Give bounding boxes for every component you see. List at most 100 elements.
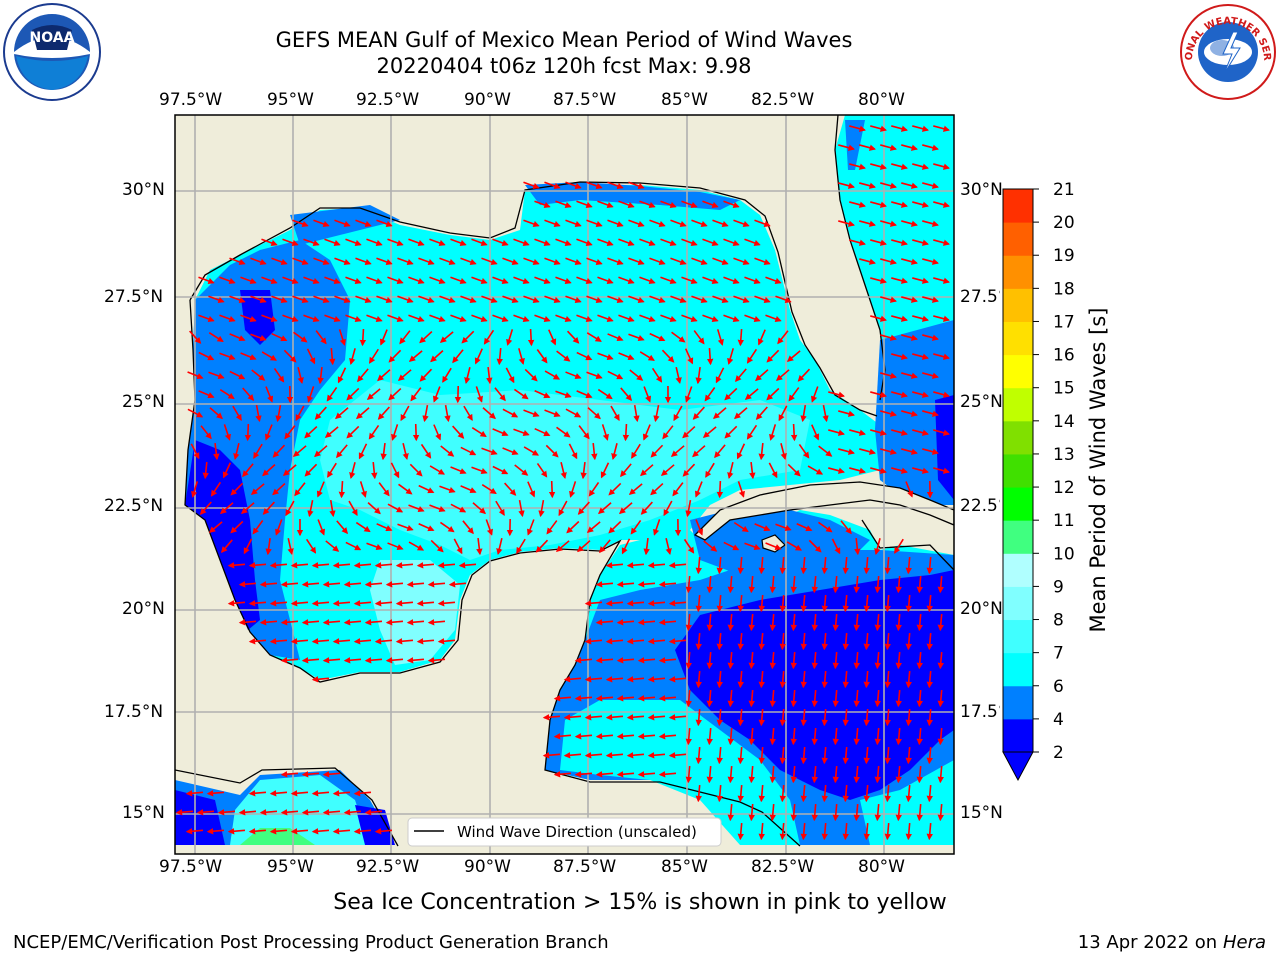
wind-arrow: [933, 429, 950, 436]
wind-arrow: [271, 295, 288, 303]
wind-arrow: [536, 462, 548, 478]
wind-arrow: [640, 501, 653, 515]
wind-arrow: [706, 347, 714, 366]
wind-arrow: [637, 733, 656, 740]
wind-arrow: [611, 443, 618, 460]
wind-arrow: [313, 295, 330, 303]
wind-arrow: [716, 746, 723, 765]
wind-arrow: [754, 219, 771, 227]
wind-arrow: [388, 349, 402, 363]
wind-arrow: [584, 600, 603, 607]
wind-arrow: [737, 328, 744, 347]
wind-arrow: [261, 351, 277, 361]
wind-arrow: [838, 144, 855, 151]
lat-label-left-3: 25°N: [122, 392, 165, 412]
wind-arrow: [800, 708, 807, 727]
wind-arrow: [859, 144, 876, 151]
wind-arrow: [922, 410, 939, 417]
wind-arrow: [926, 670, 933, 689]
wind-arrow: [327, 462, 337, 478]
wind-arrow: [880, 448, 897, 455]
wind-arrow: [584, 638, 603, 645]
wind-arrow: [842, 670, 849, 689]
wind-arrow: [359, 328, 367, 347]
wind-arrow: [800, 632, 807, 651]
wind-arrow: [727, 348, 735, 365]
wind-arrow: [605, 676, 624, 683]
colorbar-tick-label: 10: [1053, 544, 1075, 564]
wind-arrow: [790, 727, 797, 746]
wind-arrow: [584, 676, 603, 683]
wind-arrow: [376, 219, 393, 227]
wind-arrow: [496, 347, 503, 366]
wind-arrow: [790, 575, 797, 594]
wind-arrow: [324, 426, 339, 438]
wind-arrow: [292, 219, 309, 227]
wind-arrow: [586, 332, 602, 342]
wind-arrow: [912, 429, 929, 436]
wind-arrow: [880, 258, 897, 265]
colorbar-swatch: [1003, 255, 1033, 289]
wind-arrow: [891, 239, 908, 246]
wind-arrow: [863, 746, 870, 765]
wind-arrow: [377, 406, 390, 420]
colorbar-swatch: [1003, 685, 1033, 720]
wind-arrow: [842, 784, 849, 803]
wind-arrow: [406, 581, 425, 588]
atlantic-blue: [875, 320, 954, 505]
wind-arrow: [463, 405, 473, 421]
wind-arrow: [275, 404, 282, 423]
wind-arrow: [513, 388, 529, 400]
wind-arrow: [502, 295, 519, 303]
wind-arrow: [242, 387, 255, 401]
wind-arrow: [800, 404, 807, 423]
wind-arrow: [682, 425, 696, 439]
wind-arrow: [757, 329, 766, 346]
wind-arrow: [565, 257, 582, 265]
wind-arrow: [922, 220, 939, 227]
wind-arrow: [282, 314, 299, 322]
wind-arrow: [822, 404, 829, 423]
wind-arrow: [566, 330, 580, 344]
wind-arrow: [576, 314, 593, 322]
wind-arrow: [912, 201, 929, 208]
lon-label-bottom-4: 90°W: [464, 857, 511, 877]
wind-arrow: [303, 276, 320, 284]
wind-arrow: [329, 347, 336, 366]
wind-arrow: [724, 425, 738, 439]
wind-arrow: [534, 200, 551, 208]
wind-arrow: [387, 238, 404, 246]
wind-arrow: [727, 651, 734, 670]
wind-arrow: [248, 638, 267, 645]
wind-arrow: [272, 483, 286, 496]
wind-arrow: [442, 367, 452, 383]
caribbean-cyan-se: [860, 760, 954, 845]
wind-arrow: [662, 425, 674, 440]
wind-arrow: [884, 556, 891, 575]
wind-arrow: [670, 219, 687, 227]
atlantic-blue-edge: [845, 120, 865, 170]
wind-arrow: [639, 200, 656, 208]
wind-arrow: [523, 219, 540, 227]
wind-arrow: [758, 556, 765, 575]
lon-label-bottom-2: 95°W: [267, 857, 314, 877]
wind-arrow: [430, 350, 444, 363]
wind-arrow: [650, 482, 664, 496]
wind-arrow: [198, 351, 215, 361]
wind-arrow: [187, 408, 204, 418]
wind-arrow: [895, 689, 902, 708]
wind-arrow: [695, 556, 702, 575]
wind-arrow: [723, 238, 740, 246]
wind-arrow: [737, 594, 744, 613]
wind-arrow: [450, 314, 467, 322]
wind-arrow: [294, 482, 306, 497]
wind-arrow: [912, 277, 929, 284]
sea-ice-note: Sea Ice Concentration > 15% is shown in …: [333, 890, 947, 915]
wind-arrow: [458, 562, 477, 569]
wind-arrow: [658, 695, 677, 702]
lat-label-left-4: 22.5°N: [104, 496, 164, 516]
wind-arrow: [712, 219, 729, 227]
wind-arrow: [905, 481, 914, 498]
footer-left: NCEP/EMC/Verification Post Processing Pr…: [13, 932, 609, 953]
wind-arrow: [626, 752, 645, 759]
